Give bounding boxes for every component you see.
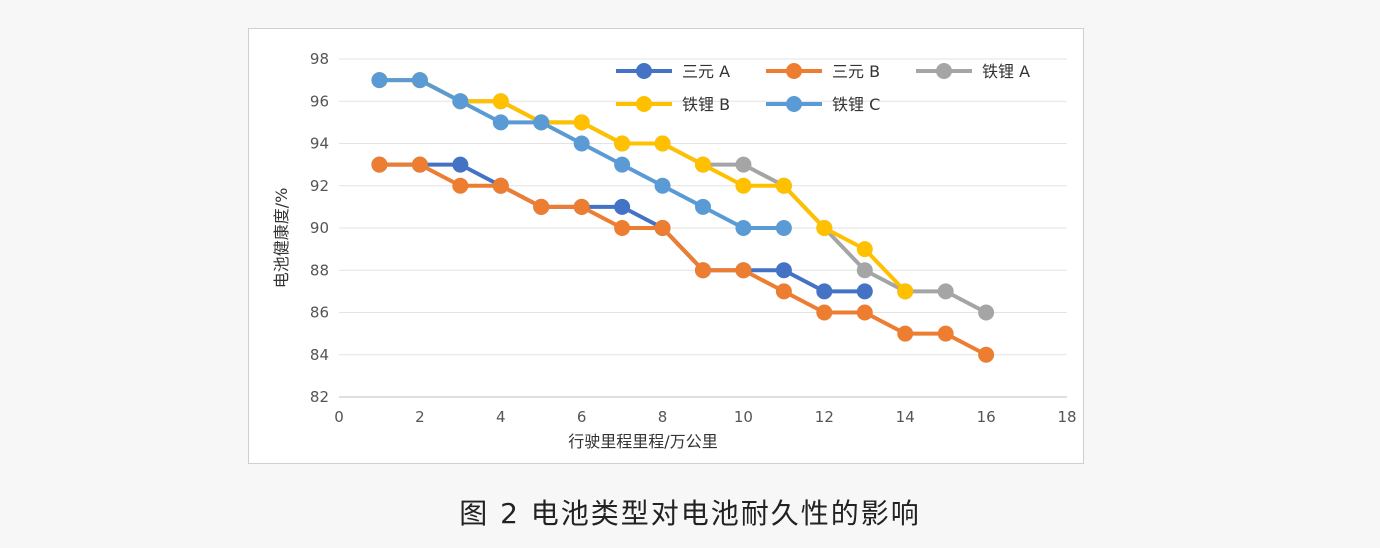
legend: 三元 A 三元 B 铁锂 A 铁锂 B 铁锂 C [616, 62, 1030, 114]
legend-marker [786, 63, 802, 79]
data-point [614, 135, 631, 152]
legend-marker [636, 96, 652, 112]
data-point [533, 198, 550, 215]
data-point [492, 114, 509, 131]
data-point [816, 283, 833, 300]
data-point [411, 72, 428, 89]
data-point [856, 262, 873, 279]
x-tick-label: 6 [577, 408, 587, 426]
data-point [695, 156, 711, 173]
data-point [978, 346, 995, 363]
data-point [614, 156, 631, 173]
data-point [573, 198, 590, 215]
x-axis-title: 行驶里程里程/万公里 [568, 432, 717, 451]
series-line [379, 162, 988, 357]
data-point [573, 114, 590, 131]
x-tick-label: 10 [734, 408, 753, 426]
data-point [654, 177, 671, 194]
data-point [492, 177, 509, 194]
y-tick-label: 98 [310, 50, 329, 68]
x-tick-label: 4 [496, 408, 506, 426]
data-point [614, 198, 631, 215]
axes: 82 84 86 88 90 92 94 96 98 0 2 4 6 8 10 12 14 16 18 [310, 50, 1077, 426]
legend-label: 铁锂 C [832, 95, 880, 114]
data-point [654, 220, 671, 236]
y-tick-label: 86 [310, 304, 329, 322]
data-point [614, 220, 631, 236]
data-point [937, 325, 954, 342]
x-tick-label: 14 [896, 408, 915, 426]
data-point [856, 304, 873, 321]
legend-label: 三元 A [682, 62, 730, 81]
data-point [775, 220, 792, 236]
series-lines [371, 72, 995, 363]
data-point [411, 156, 428, 173]
data-point [452, 93, 469, 110]
data-point [452, 177, 469, 194]
data-point [816, 220, 833, 236]
legend-marker [936, 63, 952, 79]
legend-marker [636, 63, 652, 79]
y-axis-title: 电池健康度/% [272, 188, 291, 289]
data-point [735, 156, 752, 173]
data-point [816, 304, 833, 321]
legend-label: 铁锂 A [982, 62, 1030, 81]
data-point [897, 283, 914, 300]
y-tick-label: 84 [310, 346, 329, 364]
figure-caption: 图 2 电池类型对电池耐久性的影响 [459, 497, 921, 530]
x-tick-label: 16 [977, 408, 996, 426]
y-tick-label: 96 [310, 92, 329, 110]
data-point [775, 177, 792, 194]
data-point [492, 93, 509, 110]
y-tick-label: 92 [310, 177, 329, 195]
y-tick-label: 82 [310, 388, 329, 406]
data-point [573, 135, 590, 152]
data-point [654, 135, 671, 152]
data-point [695, 262, 711, 279]
legend-label: 铁锂 B [682, 95, 730, 114]
y-tick-label: 94 [310, 135, 329, 153]
x-tick-label: 2 [415, 408, 425, 426]
data-point [735, 262, 752, 279]
data-point [856, 241, 873, 258]
data-point [775, 262, 792, 279]
data-point [371, 156, 388, 173]
y-tick-label: 88 [310, 261, 329, 279]
legend-marker [786, 96, 802, 112]
x-tick-label: 8 [658, 408, 668, 426]
data-point [937, 283, 954, 300]
data-point [371, 72, 388, 89]
data-point [735, 220, 752, 236]
data-point [978, 304, 995, 321]
data-point [775, 283, 792, 300]
x-tick-label: 12 [815, 408, 834, 426]
x-tick-label: 0 [334, 408, 344, 426]
legend-label: 三元 B [832, 62, 880, 81]
chart-frame: 82 84 86 88 90 92 94 96 98 0 2 4 6 8 10 12 14 16 18 三元 A 三元… [248, 28, 1084, 464]
x-tick-label: 18 [1057, 408, 1076, 426]
data-point [533, 114, 550, 131]
data-point [856, 283, 873, 300]
y-tick-label: 90 [310, 219, 329, 237]
data-point [735, 177, 752, 194]
data-point [897, 325, 914, 342]
data-point [452, 156, 469, 173]
data-point [695, 198, 711, 215]
